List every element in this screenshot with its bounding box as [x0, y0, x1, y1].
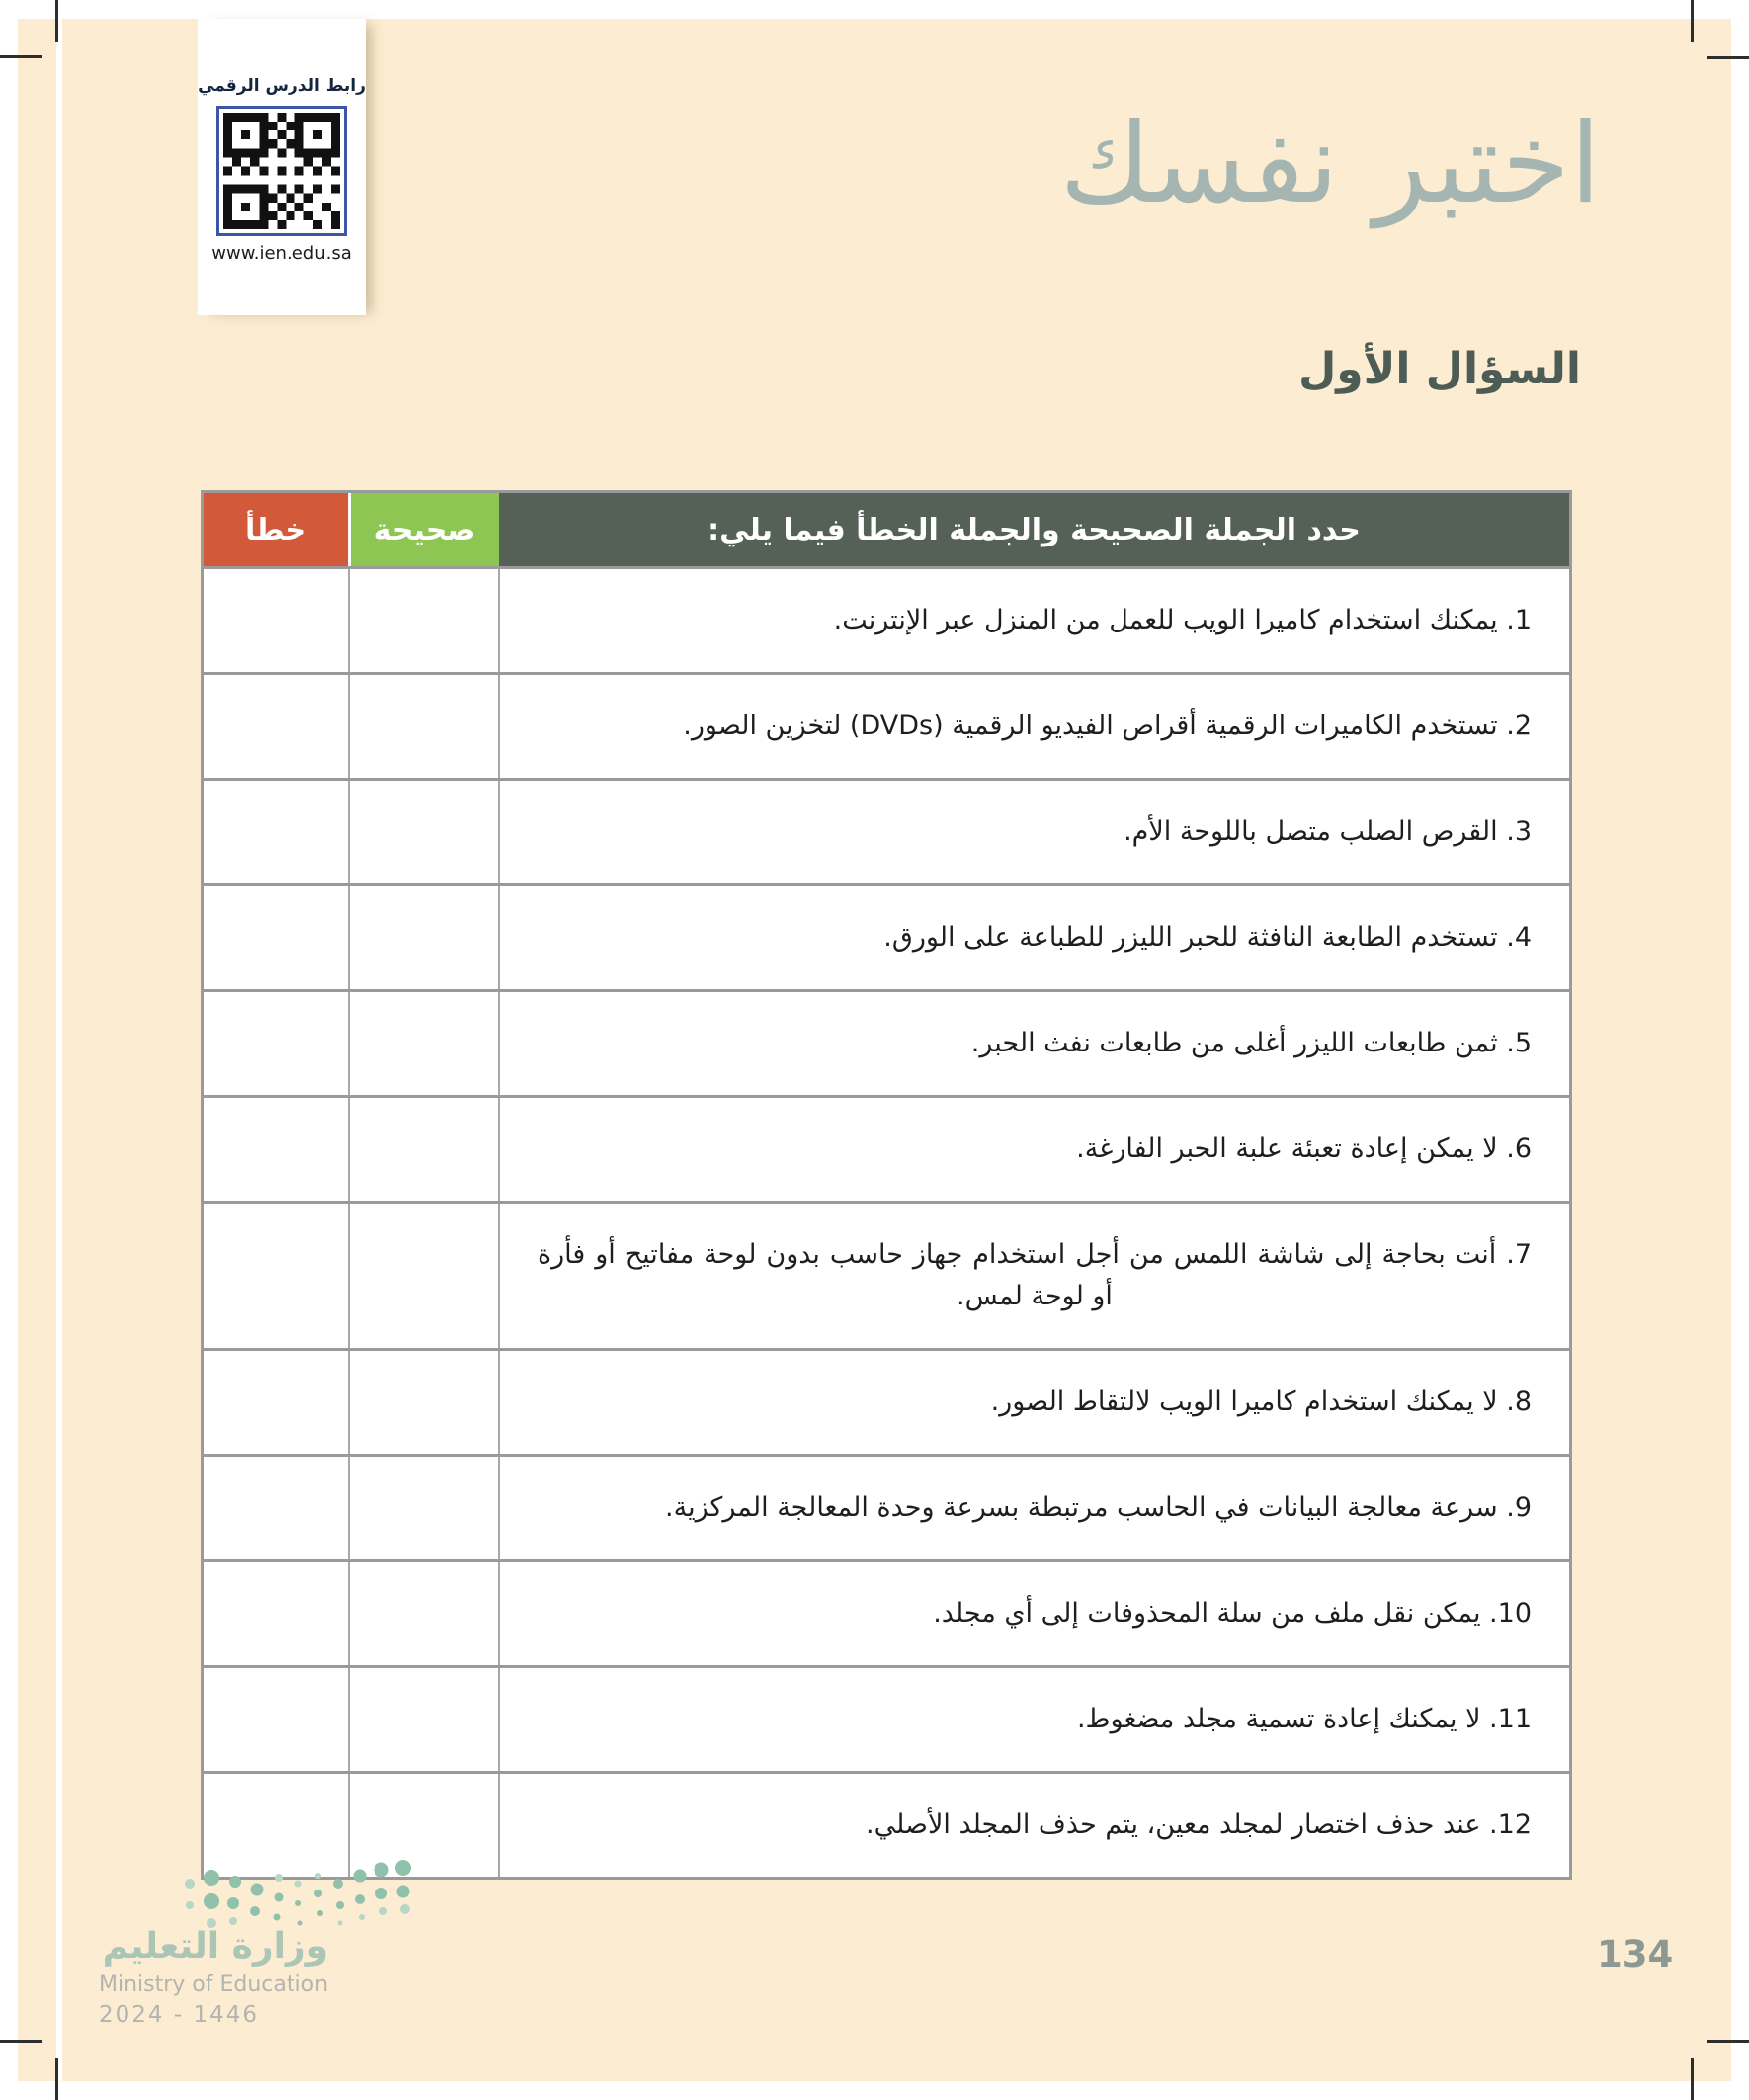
statement-cell: 3. القرص الصلب متصل باللوحة الأم.	[500, 781, 1569, 883]
edition-years: 2024 - 1446	[99, 2002, 259, 2028]
wrong-answer-cell[interactable]	[204, 569, 350, 672]
crop-mark-bottom-left-v	[55, 2058, 58, 2100]
correct-answer-cell[interactable]	[350, 1098, 500, 1201]
table-row: 4. تستخدم الطابعة النافثة للحبر الليزر ل…	[204, 883, 1569, 989]
table-row: 10. يمكن نقل ملف من سلة المحذوفات إلى أي…	[204, 1559, 1569, 1665]
ministry-of-education-logo: وزارة التعليم Ministry of Education 2024…	[99, 1929, 328, 2027]
wrong-answer-cell[interactable]	[204, 1668, 350, 1771]
table-row: 9. سرعة معالجة البيانات في الحاسب مرتبطة…	[204, 1454, 1569, 1559]
table-row: 6. لا يمكن إعادة تعبئة علبة الحبر الفارغ…	[204, 1095, 1569, 1201]
page-number: 134	[1597, 1933, 1674, 1975]
statement-text: 5. ثمن طابعات الليزر أغلى من طابعات نفث …	[970, 1028, 1532, 1059]
statement-text: 3. القرص الصلب متصل باللوحة الأم.	[1124, 816, 1532, 848]
statement-cell: 12. عند حذف اختصار لمجلد معين، يتم حذف ا…	[500, 1774, 1569, 1877]
ministry-name-arabic: وزارة التعليم	[102, 1926, 329, 1967]
wrong-answer-cell[interactable]	[204, 992, 350, 1095]
wrong-answer-cell[interactable]	[204, 1098, 350, 1201]
wrong-answer-cell[interactable]	[204, 1204, 350, 1348]
true-false-table: خطأ صحيحة حدد الجملة الصحيحة والجملة الخ…	[201, 490, 1572, 1880]
table-row: 3. القرص الصلب متصل باللوحة الأم.	[204, 778, 1569, 883]
statement-cell: 1. يمكنك استخدام كاميرا الويب للعمل من ا…	[500, 569, 1569, 672]
correct-answer-cell[interactable]	[350, 569, 500, 672]
ministry-logo-dots-icon	[185, 1860, 411, 1928]
table-row: 8. لا يمكنك استخدام كاميرا الويب لالتقاط…	[204, 1348, 1569, 1454]
crop-mark-top-left-h	[0, 55, 42, 58]
wrong-answer-cell[interactable]	[204, 1457, 350, 1559]
statement-text: 8. لا يمكنك استخدام كاميرا الويب لالتقاط…	[990, 1386, 1532, 1418]
crop-mark-top-right-h	[1707, 56, 1749, 59]
statement-cell: 7. أنت بحاجة إلى شاشة اللمس من أجل استخد…	[500, 1204, 1569, 1348]
correct-answer-cell[interactable]	[350, 1562, 500, 1665]
statement-cell: 2. تستخدم الكاميرات الرقمية أقراص الفيدي…	[500, 675, 1569, 778]
wrong-answer-cell[interactable]	[204, 1774, 350, 1877]
statement-cell: 5. ثمن طابعات الليزر أغلى من طابعات نفث …	[500, 992, 1569, 1095]
qr-code-icon	[223, 113, 340, 229]
page-title: اختبر نفسك	[1059, 100, 1601, 228]
correct-answer-cell[interactable]	[350, 1204, 500, 1348]
correct-answer-cell[interactable]	[350, 1774, 500, 1877]
correct-answer-cell[interactable]	[350, 1457, 500, 1559]
statement-text: 1. يمكنك استخدام كاميرا الويب للعمل من ا…	[833, 605, 1532, 636]
section-title: السؤال الأول	[1298, 344, 1581, 394]
statement-text: 6. لا يمكن إعادة تعبئة علبة الحبر الفارغ…	[1076, 1134, 1532, 1165]
crop-mark-bottom-right-h	[1707, 2040, 1749, 2043]
statement-text: 11. لا يمكنك إعادة تسمية مجلد مضغوط.	[1076, 1704, 1532, 1735]
statement-text: 4. تستخدم الطابعة النافثة للحبر الليزر ل…	[883, 922, 1532, 954]
wrong-answer-cell[interactable]	[204, 675, 350, 778]
statement-text: 7. أنت بحاجة إلى شاشة اللمس من أجل استخد…	[538, 1239, 1532, 1311]
wrong-answer-cell[interactable]	[204, 886, 350, 989]
page-spine-strip	[18, 19, 56, 2081]
column-header-correct: صحيحة	[348, 493, 499, 566]
qr-panel-url: www.ien.edu.sa	[211, 243, 352, 264]
table-row: 7. أنت بحاجة إلى شاشة اللمس من أجل استخد…	[204, 1201, 1569, 1348]
table-header-row: خطأ صحيحة حدد الجملة الصحيحة والجملة الخ…	[204, 493, 1569, 566]
wrong-answer-cell[interactable]	[204, 1351, 350, 1454]
column-header-statement: حدد الجملة الصحيحة والجملة الخطأ فيما يل…	[499, 493, 1569, 566]
crop-mark-bottom-left-h	[0, 2040, 42, 2043]
statement-cell: 10. يمكن نقل ملف من سلة المحذوفات إلى أي…	[500, 1562, 1569, 1665]
statement-text: 12. عند حذف اختصار لمجلد معين، يتم حذف ا…	[866, 1809, 1532, 1841]
column-header-wrong: خطأ	[204, 493, 348, 566]
digital-lesson-qr-panel: رابط الدرس الرقمي	[198, 19, 366, 315]
correct-answer-cell[interactable]	[350, 1351, 500, 1454]
ministry-name-english: Ministry of Education	[99, 1973, 329, 1997]
statement-cell: 4. تستخدم الطابعة النافثة للحبر الليزر ل…	[500, 886, 1569, 989]
table-row: 12. عند حذف اختصار لمجلد معين، يتم حذف ا…	[204, 1771, 1569, 1877]
table-row: 1. يمكنك استخدام كاميرا الويب للعمل من ا…	[204, 566, 1569, 672]
statement-text: 9. سرعة معالجة البيانات في الحاسب مرتبطة…	[665, 1492, 1532, 1524]
qr-code-frame	[216, 106, 347, 236]
statement-cell: 8. لا يمكنك استخدام كاميرا الويب لالتقاط…	[500, 1351, 1569, 1454]
statement-text: 2. تستخدم الكاميرات الرقمية أقراص الفيدي…	[683, 711, 1532, 742]
correct-answer-cell[interactable]	[350, 992, 500, 1095]
wrong-answer-cell[interactable]	[204, 1562, 350, 1665]
correct-answer-cell[interactable]	[350, 886, 500, 989]
correct-answer-cell[interactable]	[350, 781, 500, 883]
statement-text: 10. يمكن نقل ملف من سلة المحذوفات إلى أي…	[933, 1598, 1532, 1630]
table-row: 2. تستخدم الكاميرات الرقمية أقراص الفيدي…	[204, 672, 1569, 778]
correct-answer-cell[interactable]	[350, 1668, 500, 1771]
table-row: 11. لا يمكنك إعادة تسمية مجلد مضغوط.	[204, 1665, 1569, 1771]
crop-mark-top-right-v	[1691, 0, 1694, 42]
statement-cell: 9. سرعة معالجة البيانات في الحاسب مرتبطة…	[500, 1457, 1569, 1559]
statement-cell: 11. لا يمكنك إعادة تسمية مجلد مضغوط.	[500, 1668, 1569, 1771]
crop-mark-bottom-right-v	[1691, 2058, 1694, 2100]
crop-mark-top-left-v	[55, 0, 58, 42]
table-row: 5. ثمن طابعات الليزر أغلى من طابعات نفث …	[204, 989, 1569, 1095]
qr-panel-label: رابط الدرس الرقمي	[198, 76, 366, 96]
correct-answer-cell[interactable]	[350, 675, 500, 778]
wrong-answer-cell[interactable]	[204, 781, 350, 883]
statement-cell: 6. لا يمكن إعادة تعبئة علبة الحبر الفارغ…	[500, 1098, 1569, 1201]
